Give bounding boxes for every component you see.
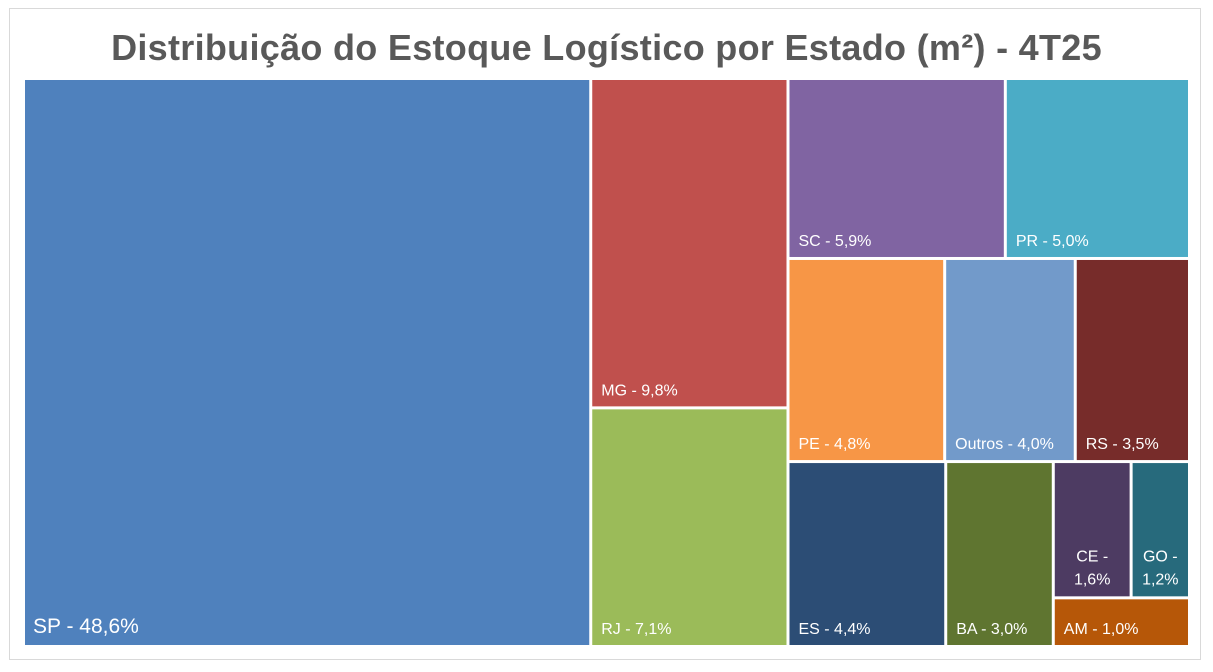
tile-label-am: AM - 1,0% bbox=[1064, 621, 1139, 638]
tile-label-go: GO -1,2% bbox=[1142, 548, 1178, 588]
tile-sp bbox=[25, 80, 590, 645]
tile-am bbox=[1054, 599, 1188, 645]
tile-sc bbox=[789, 80, 1004, 257]
tile-label-ce: CE -1,6% bbox=[1074, 548, 1110, 588]
tile-ba bbox=[947, 463, 1052, 645]
tile-rs bbox=[1076, 259, 1188, 461]
tile-pe bbox=[789, 259, 944, 461]
tile-label-sc: SC - 5,9% bbox=[798, 233, 871, 250]
tile-label-sp: SP - 48,6% bbox=[33, 615, 139, 638]
tile-es bbox=[789, 463, 945, 645]
tile-pr bbox=[1006, 80, 1188, 257]
tile-label-mg: MG - 9,8% bbox=[601, 382, 677, 399]
tile-rj bbox=[592, 409, 787, 645]
tile-label-es: ES - 4,4% bbox=[798, 621, 870, 638]
tile-label-ba: BA - 3,0% bbox=[956, 621, 1027, 638]
tile-label-rj: RJ - 7,1% bbox=[601, 621, 671, 638]
tile-label-outros: Outros - 4,0% bbox=[955, 436, 1054, 453]
tile-go bbox=[1132, 463, 1188, 597]
chart-title: Distribuição do Estoque Logístico por Es… bbox=[111, 27, 1102, 68]
tile-mg bbox=[592, 80, 787, 407]
tile-label-rs: RS - 3,5% bbox=[1086, 436, 1159, 453]
tile-label-pr: PR - 5,0% bbox=[1016, 233, 1089, 250]
tile-label-pe: PE - 4,8% bbox=[798, 436, 870, 453]
tile-ce bbox=[1054, 463, 1130, 597]
tile-outros bbox=[946, 259, 1074, 461]
